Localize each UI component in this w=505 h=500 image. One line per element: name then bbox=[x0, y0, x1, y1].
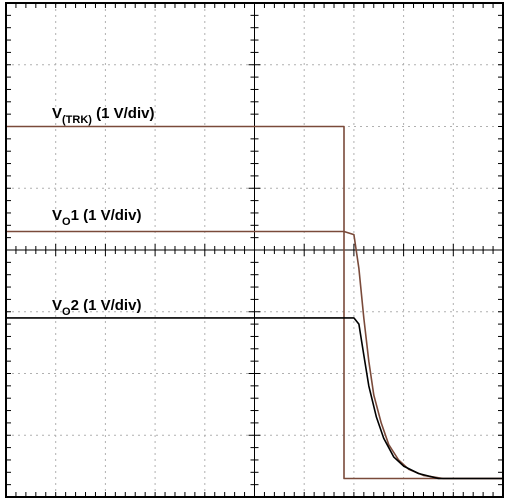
plot-frame bbox=[5, 2, 504, 498]
trace-label-vtrk: V(TRK) (1 V/div) bbox=[52, 105, 154, 126]
trace-label-vo2: VO2 (1 V/div) bbox=[52, 297, 141, 318]
traces bbox=[6, 125, 503, 480]
trace-vtrk bbox=[6, 125, 503, 480]
trace-vo2 bbox=[6, 317, 503, 480]
trace-label-vo1: VO1 (1 V/div) bbox=[52, 207, 141, 228]
